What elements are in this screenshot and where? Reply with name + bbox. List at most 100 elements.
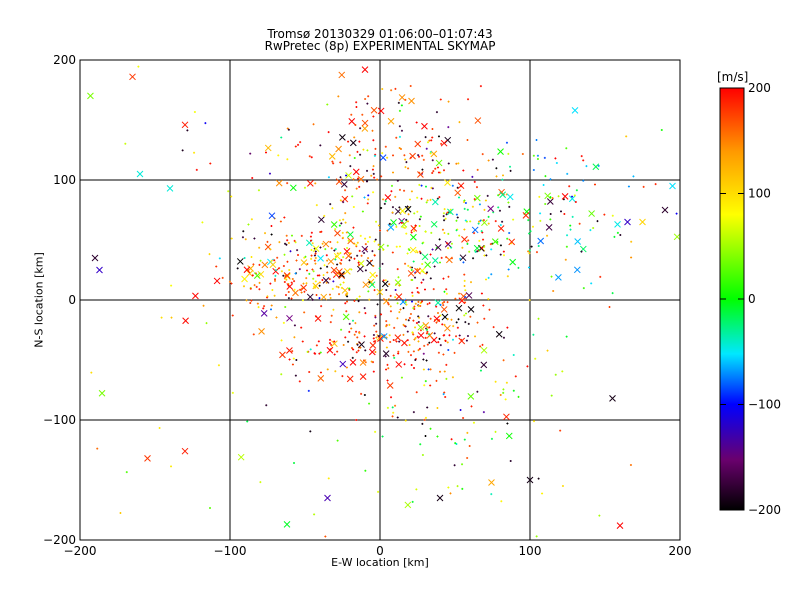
data-point-plus [467,322,470,325]
data-point-x [359,359,367,366]
data-point-x [430,150,438,158]
data-point-plus [410,268,413,271]
data-point-x [434,244,442,251]
data-point-plus [407,248,410,251]
data-point-plus [405,218,408,221]
data-point-plus [388,323,391,326]
data-point-plus [302,282,305,285]
data-point-x [379,154,387,162]
data-point-x [181,447,189,455]
data-point-plus [391,251,394,254]
data-point-plus [373,324,376,327]
data-point-plus [565,245,568,248]
data-point-plus [245,299,248,302]
data-point-plus [404,98,407,101]
data-point-x [381,280,389,288]
data-point-plus [351,347,354,350]
data-point-plus [435,321,438,324]
data-point-plus [403,154,406,157]
data-point-plus [458,292,461,295]
data-point-plus [582,159,585,162]
data-point-plus [461,487,464,490]
data-point-plus [363,394,366,397]
data-point-plus [455,213,458,216]
data-point-plus [394,288,397,291]
data-point-x [495,330,503,338]
data-point-plus [463,207,466,210]
data-point-plus [385,346,388,349]
data-point-plus [464,321,467,324]
data-point-x [460,292,467,300]
data-point-plus [429,198,432,201]
data-point-x [491,238,499,245]
data-point-plus [406,205,409,208]
data-point-x [673,233,680,241]
data-point-plus [373,154,376,157]
data-point-plus [307,389,310,392]
data-point-plus [417,305,420,308]
data-point-plus [384,145,387,148]
data-point-plus [345,366,348,369]
data-point-plus [364,469,367,472]
data-point-plus [381,262,384,265]
data-point-plus [329,203,332,206]
data-point-plus [394,404,397,407]
data-point-plus [353,242,356,245]
data-point-plus [566,234,569,237]
data-point-plus [386,363,389,366]
data-point-plus [504,398,507,401]
data-point-plus [315,204,318,207]
data-point-plus [414,326,417,329]
data-point-plus [293,280,296,283]
data-point-plus [324,248,327,251]
data-point-plus [464,219,467,222]
data-point-plus [472,421,475,424]
data-point-plus [445,377,448,380]
data-point-x [320,293,328,301]
data-point-plus [291,363,294,366]
data-point-plus [571,215,574,218]
data-point-plus [283,216,286,219]
data-point-plus [230,195,233,198]
data-point-plus [280,339,283,342]
data-point-plus [325,281,328,284]
data-point-plus [463,284,466,287]
data-point-plus [346,295,349,298]
data-point-plus [90,371,93,374]
data-point-plus [557,195,560,198]
data-point-plus [390,89,393,92]
data-point-plus [294,374,297,377]
data-point-plus [375,322,378,325]
data-point-plus [396,317,399,320]
data-point-plus [158,426,161,429]
data-point-plus [377,335,380,338]
data-point-plus [380,175,383,178]
data-point-plus [585,165,588,168]
data-point-plus [293,461,296,464]
data-point-plus [393,326,396,329]
data-point-plus [310,156,313,159]
data-point-plus [195,168,198,171]
data-point-plus [356,150,359,153]
data-point-plus [381,152,384,155]
data-point-plus [358,140,361,143]
data-point-x [335,178,343,186]
data-point-x [408,97,415,105]
data-point-plus [454,297,457,300]
data-point-plus [356,336,359,339]
data-point-plus [356,177,359,180]
data-point-plus [432,170,435,173]
data-point-plus [420,301,423,304]
data-point-plus [414,302,417,305]
data-point-plus [478,239,481,242]
data-point-plus [403,189,406,192]
data-point-plus [464,301,467,304]
data-point-x [571,107,579,114]
data-point-x [436,494,444,502]
data-point-plus [377,490,380,493]
data-point-x [544,192,552,200]
data-point-plus [439,314,442,317]
data-point-plus [469,220,472,223]
data-point-plus [364,97,367,100]
data-point-plus [339,262,342,265]
